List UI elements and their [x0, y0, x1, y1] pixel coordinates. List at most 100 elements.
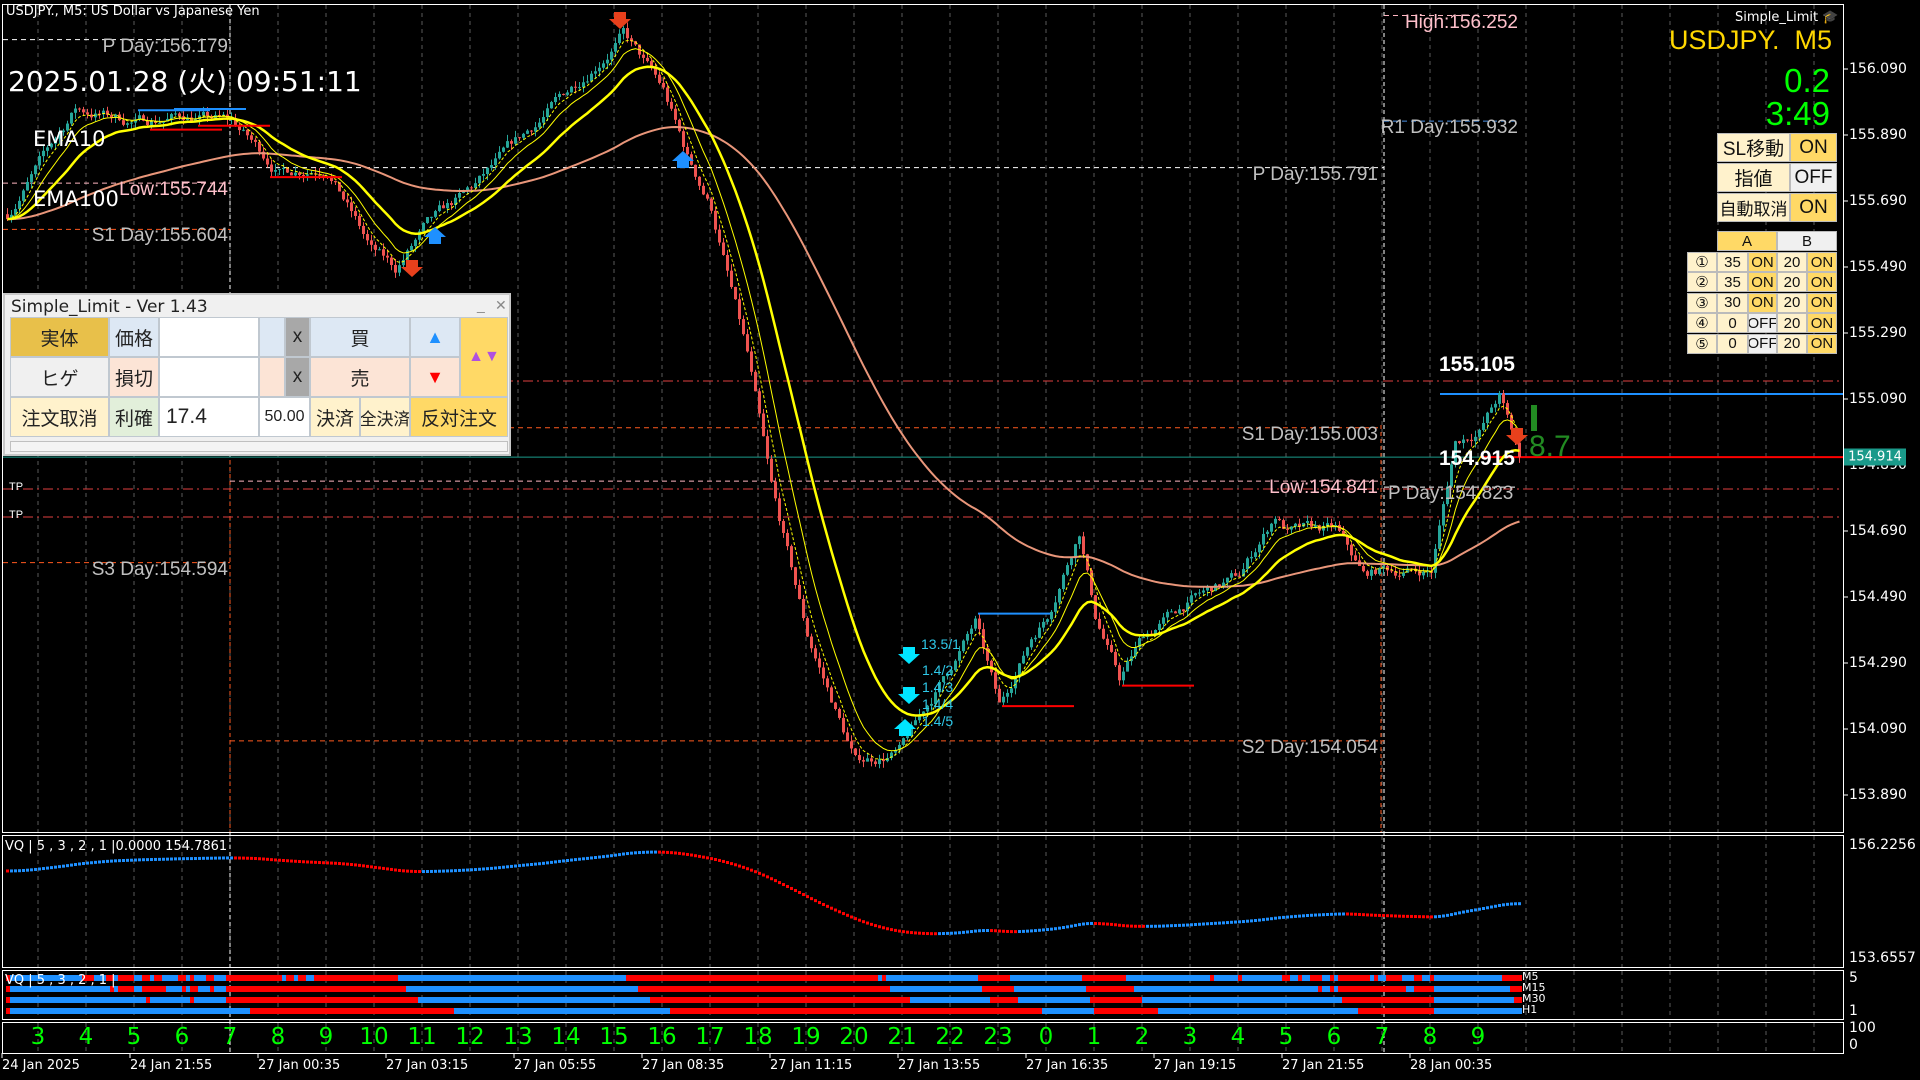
- lots-input[interactable]: 50.00: [259, 397, 310, 437]
- cancel-orders-button[interactable]: 注文取消: [10, 397, 109, 437]
- tp-table-value-a[interactable]: 30: [1717, 292, 1748, 313]
- level-label-prev-low: Low:155.744: [119, 179, 228, 201]
- candle: [1274, 516, 1277, 528]
- clear-stop-button[interactable]: x: [285, 357, 310, 397]
- vq-dot: [730, 862, 733, 866]
- vq-dot: [458, 868, 461, 872]
- candle-body: [874, 761, 877, 765]
- tp-table-value-b[interactable]: 20: [1777, 272, 1807, 293]
- vq-dot: [142, 858, 145, 862]
- tp-table-toggle-a[interactable]: ON: [1748, 252, 1777, 272]
- tp-table-toggle-a[interactable]: OFF: [1748, 333, 1777, 354]
- take-profit-input[interactable]: 17.4: [159, 397, 259, 437]
- main-chart-pane[interactable]: [2, 4, 1844, 833]
- candle-body: [82, 109, 85, 113]
- clear-price-button[interactable]: x: [285, 317, 310, 357]
- mtf-trend-segment: [1330, 1008, 1334, 1014]
- tp-table-toggle-a[interactable]: ON: [1748, 272, 1777, 293]
- tp-table-value-b[interactable]: 20: [1777, 252, 1807, 272]
- mtf-trend-segment: [1434, 1008, 1438, 1014]
- vq-dot: [1442, 914, 1445, 918]
- mtf-trend-segment: [994, 986, 998, 992]
- mtf-trend-segment: [526, 1008, 530, 1014]
- tp-table-value-a[interactable]: 0: [1717, 333, 1748, 354]
- sl-move-toggle[interactable]: ON: [1790, 133, 1837, 162]
- buy-button[interactable]: 買: [310, 317, 410, 357]
- vq-dot: [6, 869, 9, 873]
- mtf-trend-segment: [1518, 1008, 1522, 1014]
- sell-button[interactable]: 売: [310, 357, 410, 397]
- level-label-r1: R1 Day:155.932: [1380, 117, 1518, 139]
- tp-table-toggle-b[interactable]: ON: [1807, 313, 1837, 334]
- hour-label: 4: [1230, 1024, 1246, 1050]
- limit-toggle[interactable]: OFF: [1790, 163, 1837, 192]
- mtf-trend-segment: [786, 997, 790, 1003]
- tp-table-toggle-b[interactable]: ON: [1807, 272, 1837, 293]
- body-mode-button[interactable]: 実体: [10, 317, 109, 357]
- mtf-trend-segment: [1214, 997, 1218, 1003]
- vq-indicator-pane[interactable]: [2, 835, 1844, 968]
- tp-table-value-a[interactable]: 35: [1717, 252, 1748, 272]
- tp-table-value-a[interactable]: 35: [1717, 272, 1748, 293]
- tp-table-toggle-a[interactable]: OFF: [1748, 313, 1777, 334]
- simple-limit-panel[interactable]: Simple_Limit - Ver 1.43 _ ✕ 実体 価格 x 買 ▲ …: [3, 293, 511, 456]
- hour-indicator-pane[interactable]: [2, 1022, 1844, 1054]
- panel-title[interactable]: Simple_Limit - Ver 1.43: [11, 297, 208, 317]
- mtf-trend-segment: [1054, 986, 1058, 992]
- close-position-button[interactable]: 決済: [310, 397, 360, 437]
- mtf-trend-segment: [1358, 975, 1362, 981]
- wick-mode-button[interactable]: ヒゲ: [10, 357, 109, 397]
- mtf-trend-segment: [778, 997, 782, 1003]
- buy-arrow-button[interactable]: ▲: [410, 317, 460, 357]
- mtf-trend-segment: [642, 986, 646, 992]
- candle-body: [1290, 526, 1293, 530]
- mtf-indicator-pane[interactable]: [2, 970, 1844, 1020]
- mtf-trend-segment: [122, 1008, 126, 1014]
- stop-input[interactable]: [159, 357, 259, 397]
- auto-cancel-toggle[interactable]: ON: [1790, 193, 1837, 222]
- mtf-trend-segment: [66, 997, 70, 1003]
- column-b-header[interactable]: B: [1777, 231, 1837, 251]
- mtf-trend-segment: [262, 986, 266, 992]
- candle-body: [86, 112, 89, 115]
- mtf-trend-segment: [694, 997, 698, 1003]
- close-icon[interactable]: ✕: [495, 297, 507, 313]
- toggle-arrows-button[interactable]: ▲▼: [460, 317, 508, 397]
- candle: [846, 727, 849, 742]
- candle-body: [1190, 595, 1193, 603]
- column-a-header[interactable]: A: [1717, 231, 1777, 251]
- mtf-row-label-m15: M15: [1522, 981, 1546, 994]
- tp-table-value-b[interactable]: 20: [1777, 333, 1807, 354]
- candle: [530, 129, 533, 136]
- tp-table-value-a[interactable]: 0: [1717, 313, 1748, 334]
- tp-table-value-b[interactable]: 20: [1777, 292, 1807, 313]
- mtf-trend-segment: [118, 997, 122, 1003]
- minimize-icon[interactable]: _: [477, 297, 485, 313]
- tp-table-value-b[interactable]: 20: [1777, 313, 1807, 334]
- mtf-trend-segment: [50, 986, 54, 992]
- mtf-trend-segment: [634, 986, 638, 992]
- mtf-trend-segment: [842, 975, 846, 981]
- mtf-trend-segment: [1006, 975, 1010, 981]
- mtf-trend-segment: [950, 1008, 954, 1014]
- vq-dot: [1302, 914, 1305, 918]
- mtf-trend-segment: [838, 1008, 842, 1014]
- close-all-button[interactable]: 全決済: [360, 397, 410, 437]
- mtf-trend-segment: [642, 997, 646, 1003]
- price-input[interactable]: [159, 317, 259, 357]
- sell-arrow-button[interactable]: ▼: [410, 357, 460, 397]
- candle-body: [1182, 609, 1185, 612]
- candle-body: [594, 71, 597, 74]
- mtf-trend-segment: [890, 986, 894, 992]
- mtf-trend-segment: [326, 986, 330, 992]
- tp-table-toggle-b[interactable]: ON: [1807, 333, 1837, 354]
- tp-table-toggle-b[interactable]: ON: [1807, 292, 1837, 313]
- tp-table-toggle-b[interactable]: ON: [1807, 252, 1837, 272]
- mtf-trend-segment: [150, 986, 154, 992]
- mtf-trend-segment: [1010, 1008, 1014, 1014]
- mtf-trend-segment: [1302, 975, 1306, 981]
- level-label-s2: S2 Day:154.054: [1241, 736, 1378, 758]
- tp-table-toggle-a[interactable]: ON: [1748, 292, 1777, 313]
- reverse-order-button[interactable]: 反対注文: [410, 397, 508, 437]
